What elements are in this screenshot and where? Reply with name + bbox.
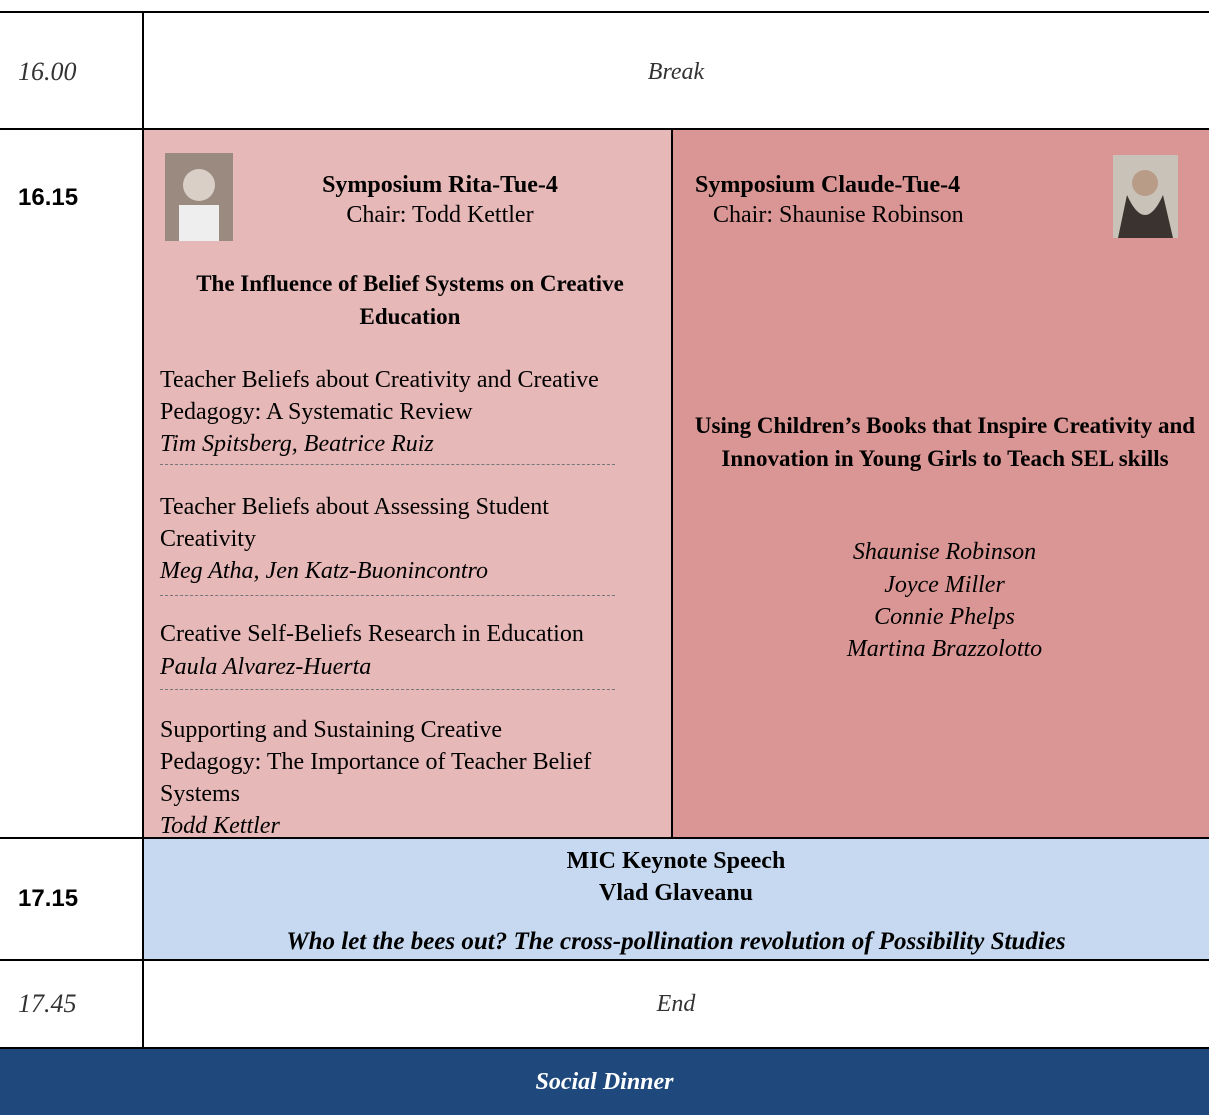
footer: Social Dinner bbox=[535, 1069, 674, 1095]
author: Joyce Miller bbox=[884, 572, 1005, 598]
author: Martina Brazzolotto bbox=[846, 636, 1043, 662]
paper-authors: Meg Atha, Jen Katz-Buonincontro bbox=[160, 558, 488, 584]
paper-authors: Todd Kettler bbox=[160, 813, 280, 839]
talk-title: Who let the bees out? The cross-pollinat… bbox=[286, 928, 1066, 955]
rule bbox=[671, 128, 673, 838]
event: End bbox=[656, 991, 696, 1017]
theme: The Influence of Belief Systems on Creat… bbox=[196, 271, 624, 329]
claude-cell bbox=[672, 129, 1209, 838]
paper-title: Teacher Beliefs about Assessing Student … bbox=[160, 494, 549, 552]
session-title: Symposium Claude-Tue-4 bbox=[695, 172, 961, 198]
paper-title: Supporting and Sustaining Creative Pedag… bbox=[160, 717, 592, 807]
rule bbox=[0, 959, 1209, 961]
rita-cell bbox=[143, 129, 672, 838]
photo bbox=[165, 153, 233, 241]
rule bbox=[0, 837, 1209, 839]
author: Shaunise Robinson bbox=[852, 539, 1037, 565]
separator bbox=[160, 595, 615, 596]
paper-authors: Tim Spitsberg, Beatrice Ruiz bbox=[160, 431, 434, 457]
separator bbox=[160, 464, 615, 465]
time: 17.45 bbox=[18, 989, 77, 1018]
chair: Chair: Shaunise Robinson bbox=[713, 202, 964, 228]
event: Break bbox=[647, 59, 705, 85]
time: 17.15 bbox=[18, 885, 79, 912]
paper-title: Creative Self-Beliefs Research in Educat… bbox=[160, 621, 584, 647]
time: 16.00 bbox=[18, 57, 77, 86]
speaker: Vlad Glaveanu bbox=[598, 880, 754, 906]
author: Connie Phelps bbox=[874, 604, 1015, 630]
footer-bar bbox=[0, 1048, 1209, 1115]
rule bbox=[0, 128, 1209, 130]
paper-title: Teacher Beliefs about Creativity and Cre… bbox=[160, 367, 599, 425]
rule bbox=[0, 11, 1209, 13]
rule bbox=[142, 11, 144, 1048]
rule bbox=[0, 1047, 1209, 1049]
theme: Using Children’s Books that Inspire Crea… bbox=[694, 413, 1196, 471]
separator bbox=[160, 689, 615, 690]
paper-authors: Paula Alvarez-Huerta bbox=[160, 654, 372, 680]
keynote-title: MIC Keynote Speech bbox=[566, 848, 786, 874]
photo bbox=[1113, 155, 1178, 238]
keynote-cell bbox=[143, 838, 1209, 960]
time: 16.15 bbox=[18, 184, 79, 211]
session-title: Symposium Rita-Tue-4 bbox=[322, 172, 558, 198]
chair: Chair: Todd Kettler bbox=[346, 202, 534, 228]
